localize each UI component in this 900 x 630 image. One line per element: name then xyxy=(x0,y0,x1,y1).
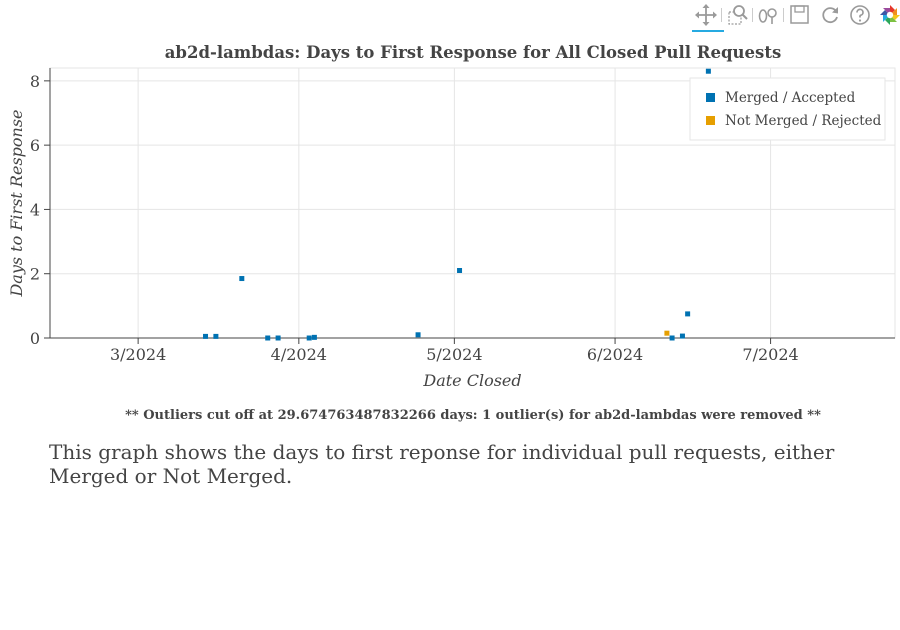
x-tick-label: 3/2024 xyxy=(110,345,166,364)
data-point xyxy=(203,333,209,339)
legend-entry: Merged / Accepted xyxy=(725,90,856,106)
toolbar-separator xyxy=(721,8,722,22)
data-point xyxy=(679,333,685,339)
data-point xyxy=(705,68,711,74)
help-icon[interactable] xyxy=(848,3,872,27)
legend-swatch xyxy=(706,93,715,102)
reset-icon[interactable] xyxy=(818,3,842,27)
chart-title: ab2d-lambdas: Days to First Response for… xyxy=(164,43,782,62)
pan-icon[interactable] xyxy=(692,3,724,32)
scatter-chart[interactable]: 0 2 4 6 8 3/2024 4/2024 5/2024 6/2024 7/2024 Date … xyxy=(0,60,900,400)
y-tick-label: 0 xyxy=(30,329,40,348)
data-point xyxy=(685,311,691,317)
chart-description: This graph shows the days to first repon… xyxy=(49,440,835,488)
y-tick-label: 6 xyxy=(30,136,40,155)
chart-toolbar xyxy=(690,0,900,32)
legend xyxy=(689,77,886,141)
y-tick-label: 4 xyxy=(30,200,40,219)
y-tick-label: 8 xyxy=(30,72,40,91)
toolbar-separator xyxy=(783,8,784,22)
data-point xyxy=(306,335,312,341)
y-axis-label: Days to First Response xyxy=(7,109,26,297)
data-point xyxy=(239,276,245,282)
x-tick-label: 7/2024 xyxy=(742,345,798,364)
x-tick-label: 6/2024 xyxy=(587,345,643,364)
data-point xyxy=(275,335,281,341)
legend-entry: Not Merged / Rejected xyxy=(725,113,882,129)
save-icon[interactable] xyxy=(788,3,812,27)
data-point xyxy=(311,334,317,340)
data-point xyxy=(669,335,675,341)
outlier-note: ** Outliers cut off at 29.67476348783226… xyxy=(125,408,821,423)
data-point xyxy=(213,333,219,339)
data-point xyxy=(664,330,670,336)
data-point xyxy=(415,332,421,338)
y-tick-label: 2 xyxy=(30,265,40,284)
toolbar-separator xyxy=(752,8,753,22)
wheel-zoom-icon[interactable] xyxy=(757,3,781,27)
x-tick-label: 4/2024 xyxy=(271,345,327,364)
bokeh-logo-icon[interactable] xyxy=(878,3,900,27)
legend-swatch xyxy=(706,116,715,125)
data-point xyxy=(457,268,463,273)
data-point xyxy=(265,335,271,341)
box-zoom-icon[interactable] xyxy=(726,3,750,27)
x-axis-label: Date Closed xyxy=(422,371,521,390)
x-tick-label: 5/2024 xyxy=(426,345,482,364)
